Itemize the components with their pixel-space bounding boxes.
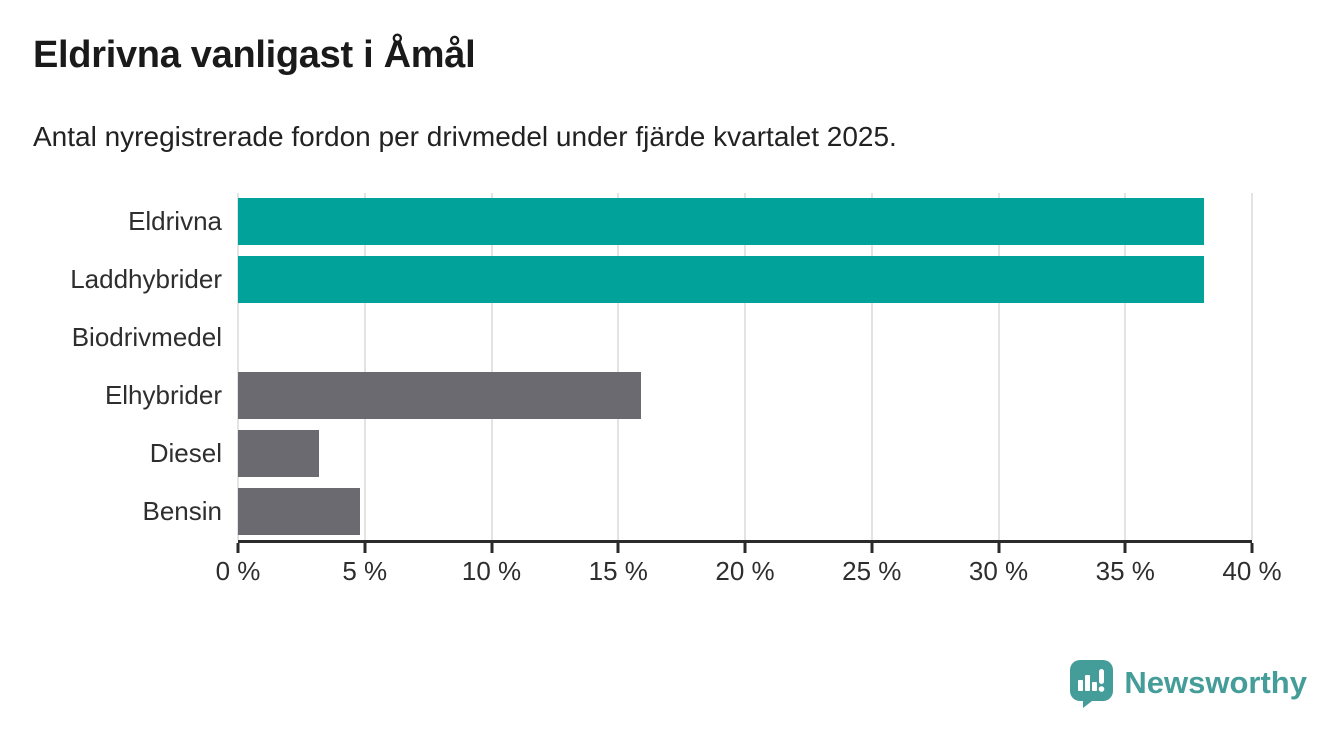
bar-laddhybrider <box>238 256 1204 304</box>
bar-eldrivna <box>238 198 1204 246</box>
bars-area <box>238 193 1252 540</box>
axis-tick-30 <box>997 543 1000 553</box>
gridline-30 <box>997 193 1000 540</box>
gridline-5 <box>363 193 366 540</box>
category-label-elhybrider: Elhybrider <box>104 379 222 410</box>
x-tick-label-15: 15 % <box>588 556 648 586</box>
x-tick-label-10: 10 % <box>461 556 522 586</box>
axis-tick-5 <box>363 543 367 553</box>
gridline-25 <box>870 193 873 540</box>
x-tick-label-40: 40 % <box>1222 556 1282 586</box>
bar-diesel <box>238 429 320 477</box>
gridlines-layer <box>237 193 1253 540</box>
axis-tick-35 <box>1123 543 1127 553</box>
x-tick-label-25: 25 % <box>842 556 902 586</box>
gridline-15 <box>617 193 620 540</box>
axis-tick-20 <box>743 543 747 553</box>
bar-row-eldrivna <box>238 193 1252 251</box>
chart-title: Eldrivna vanligast i Åmål <box>33 34 476 76</box>
bar-row-diesel <box>238 424 1252 482</box>
gridline-20 <box>744 193 746 540</box>
axis-tick-25 <box>870 543 874 553</box>
category-label-eldrivna: Eldrivna <box>128 206 222 237</box>
category-label-diesel: Diesel <box>149 437 222 468</box>
x-axis-line <box>238 540 1252 543</box>
bar-row-laddhybrider <box>238 251 1252 309</box>
newsworthy-logo-icon <box>1068 659 1115 708</box>
bar-row-biodrivmedel <box>238 309 1252 367</box>
x-tick-label-20: 20 % <box>715 556 775 586</box>
bar-bensin <box>238 487 360 535</box>
gridline-40 <box>1251 193 1253 540</box>
x-tick-label-30: 30 % <box>968 556 1029 586</box>
x-tick-label-5: 5 % <box>342 556 388 586</box>
plot-area <box>236 193 1254 553</box>
axis-tick-40 <box>1250 543 1254 553</box>
axis-tick-10 <box>490 543 493 553</box>
category-label-biodrivmedel: Biodrivmedel <box>71 322 222 353</box>
axis-tick-15 <box>616 543 620 553</box>
newsworthy-logo: Newsworthy <box>1068 658 1307 708</box>
gridline-10 <box>490 193 493 540</box>
axis-tick-0 <box>236 543 240 553</box>
bar-row-elhybrider <box>238 366 1252 424</box>
category-label-laddhybrider: Laddhybrider <box>70 264 222 295</box>
x-tick-label-0: 0 % <box>215 556 261 586</box>
gridline-0 <box>237 193 239 540</box>
category-labels-column: Eldrivna Laddhybrider Biodrivmedel Elhybrid… <box>0 193 222 540</box>
category-label-bensin: Bensin <box>142 495 223 526</box>
x-tick-labels: 0 % 5 % 10 % 15 % 20 % 25 % 30 % 35 % 40 % <box>216 556 1282 588</box>
gridline-35 <box>1124 193 1127 540</box>
bar-row-bensin <box>238 482 1252 540</box>
chart-subtitle: Antal nyregistrerade fordon per drivmede… <box>33 121 897 152</box>
newsworthy-logo-text: Newsworthy <box>1124 665 1307 700</box>
bar-elhybrider <box>238 371 642 419</box>
x-tick-label-35: 35 % <box>1095 556 1155 586</box>
